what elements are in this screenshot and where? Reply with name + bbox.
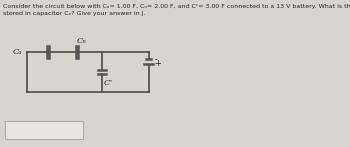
Text: Cᶜ: Cᶜ xyxy=(103,79,113,87)
Text: Consider the circuit below with Cₐ= 1.00 F, Cₙ= 2.00 F, and Cᶜ= 3.00 F connected: Consider the circuit below with Cₐ= 1.00… xyxy=(2,4,350,9)
FancyBboxPatch shape xyxy=(5,121,83,139)
Text: stored in capacitor Cₙ? Give your answer in J.: stored in capacitor Cₙ? Give your answer… xyxy=(2,11,145,16)
Text: Cₐ: Cₐ xyxy=(13,48,22,56)
Text: +: + xyxy=(154,59,161,67)
Text: -: - xyxy=(154,56,157,65)
Text: Cₙ: Cₙ xyxy=(77,37,87,45)
